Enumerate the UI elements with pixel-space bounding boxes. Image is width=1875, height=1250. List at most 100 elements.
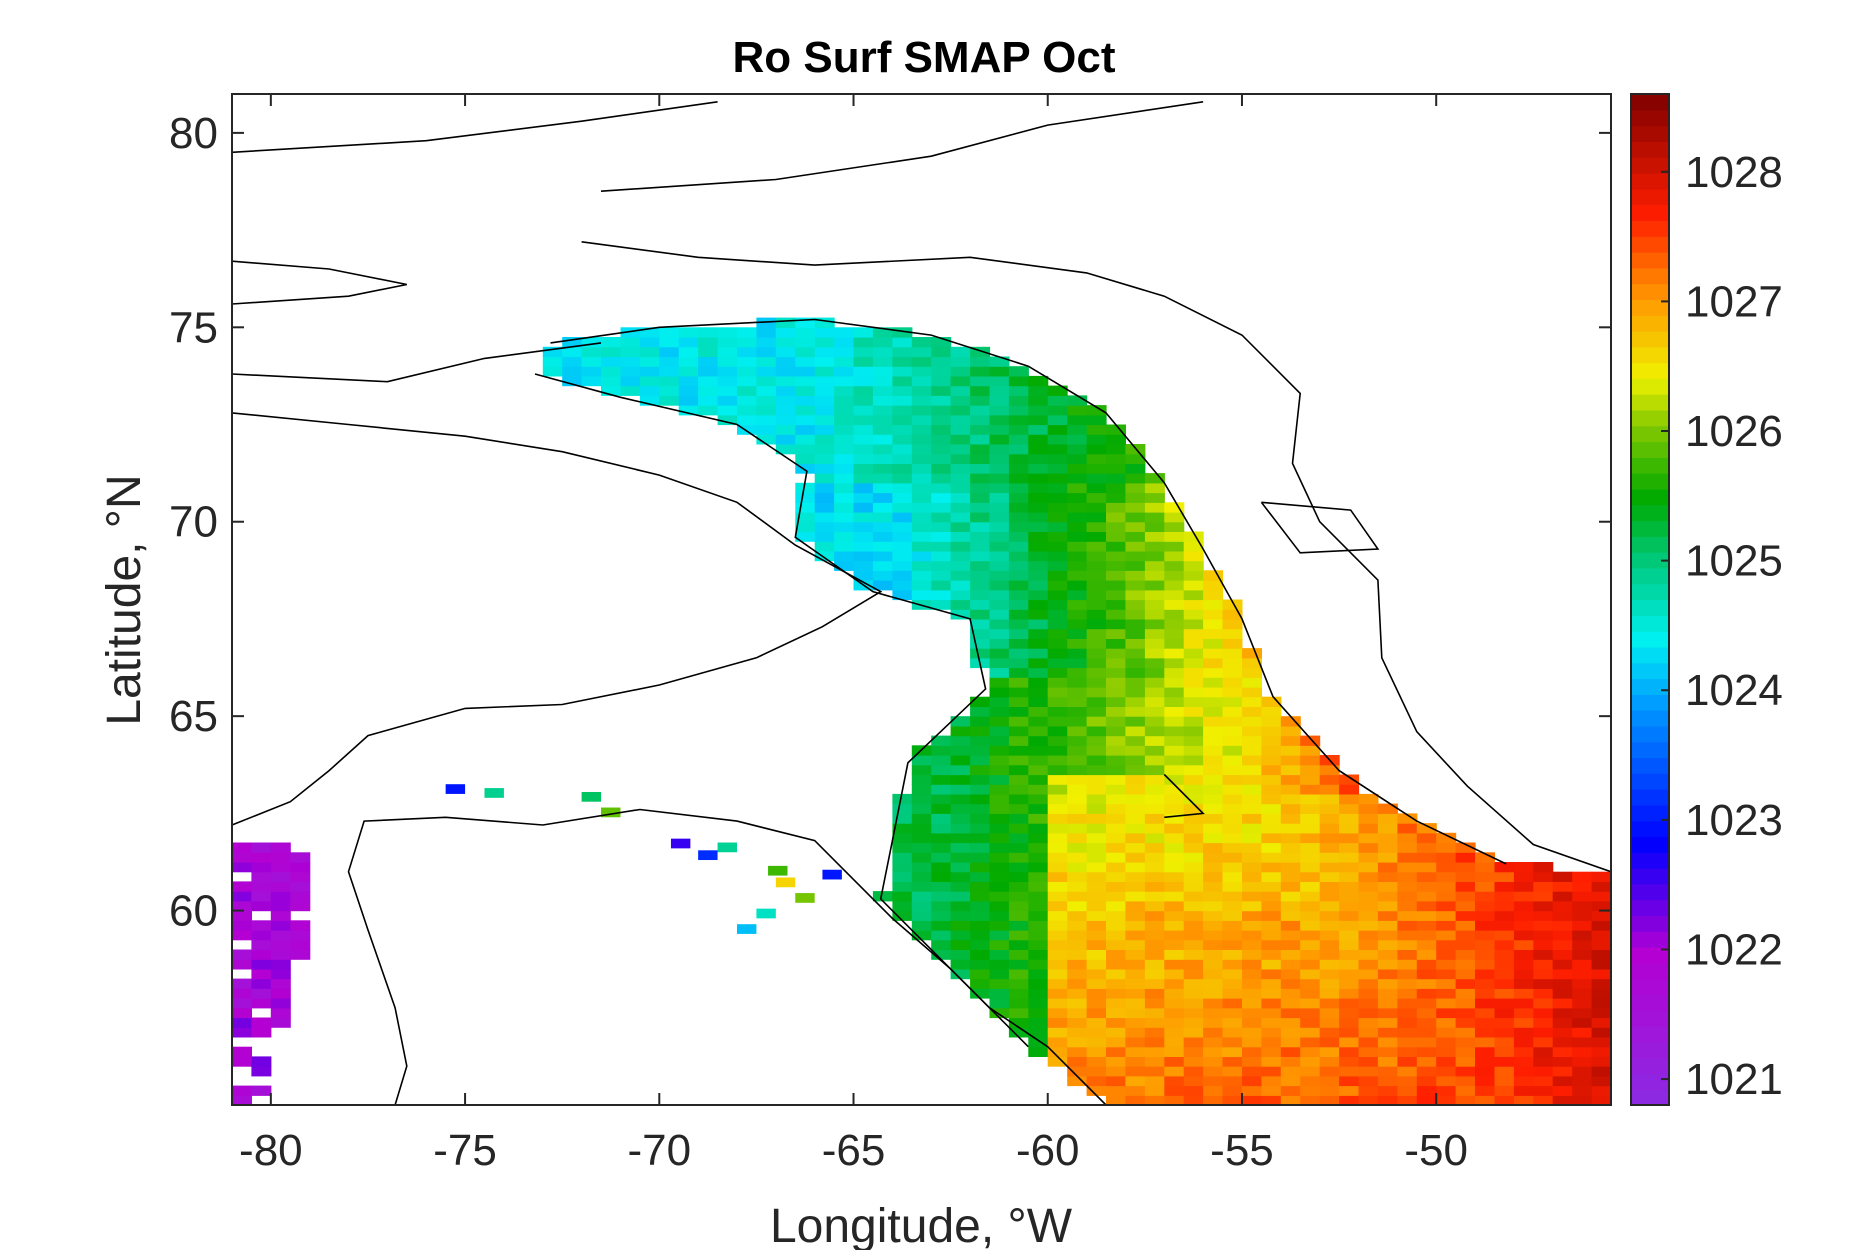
- salinity-cell: [1494, 891, 1515, 902]
- salinity-cell: [1513, 862, 1534, 873]
- salinity-cell: [1144, 959, 1165, 970]
- salinity-cell: [1455, 862, 1476, 873]
- salinity-cell: [892, 414, 913, 426]
- salinity-cell: [950, 385, 971, 396]
- salinity-cell: [1086, 599, 1107, 610]
- salinity-cell: [853, 492, 874, 503]
- salinity-cell: [814, 327, 835, 338]
- salinity-cell: [989, 998, 1010, 1009]
- salinity-cell: [1164, 1046, 1185, 1057]
- salinity-cell: [1397, 920, 1418, 931]
- salinity-cell: [1144, 784, 1165, 795]
- salinity-cell: [1377, 968, 1398, 980]
- salinity-cell: [1494, 910, 1515, 921]
- salinity-cell: [1436, 939, 1457, 950]
- salinity-cell: [989, 580, 1010, 591]
- salinity-cell: [1222, 832, 1243, 844]
- salinity-cell: [1280, 1027, 1301, 1038]
- salinity-cell: [1008, 502, 1029, 513]
- salinity-cell: [1552, 1037, 1573, 1048]
- salinity-cell: [1261, 696, 1282, 707]
- salinity-cell: [950, 968, 971, 980]
- salinity-cell: [1242, 657, 1262, 669]
- salinity-cell: [1203, 1095, 1224, 1105]
- salinity-cell: [1455, 900, 1476, 912]
- salinity-cell: [1028, 832, 1049, 844]
- salinity-cell: [1300, 939, 1321, 950]
- salinity-cell: [659, 337, 680, 348]
- salinity-cell: [1416, 1066, 1437, 1077]
- salinity-cell: [1183, 1066, 1204, 1077]
- salinity-cell: [737, 405, 757, 416]
- salinity-cell: [931, 891, 952, 902]
- salinity-cell: [1397, 930, 1418, 941]
- salinity-cell: [717, 385, 738, 396]
- salinity-cell: [1144, 609, 1165, 620]
- salinity-cell: [270, 842, 291, 853]
- salinity-cell: [1125, 453, 1146, 464]
- salinity-cell: [1242, 930, 1262, 941]
- salinity-cell: [1358, 1046, 1379, 1057]
- salinity-cell: [1164, 512, 1185, 523]
- salinity-cell: [1047, 852, 1068, 863]
- salinity-cell: [1008, 725, 1029, 737]
- salinity-cell: [1125, 541, 1146, 552]
- salinity-cell: [1475, 1046, 1495, 1057]
- salinity-cell: [872, 580, 893, 591]
- salinity-cell: [1494, 881, 1515, 892]
- salinity-cell: [1008, 891, 1029, 902]
- salinity-cell: [1183, 1037, 1204, 1048]
- salinity-cell: [950, 755, 971, 766]
- salinity-cell: [1106, 910, 1126, 921]
- salinity-cell: [1397, 988, 1418, 999]
- salinity-cell: [931, 852, 952, 863]
- salinity-cell: [232, 862, 252, 873]
- salinity-cell: [1475, 900, 1495, 912]
- salinity-cell: [1106, 1037, 1126, 1048]
- salinity-cell: [1280, 862, 1301, 873]
- salinity-cell: [1319, 968, 1340, 980]
- salinity-cell: [1203, 823, 1224, 834]
- salinity-cell: [1300, 1046, 1321, 1057]
- salinity-cell: [1591, 1037, 1611, 1048]
- salinity-cell: [251, 930, 272, 941]
- salinity-cell: [1125, 939, 1146, 950]
- salinity-cell: [775, 434, 796, 445]
- salinity-cell: [1242, 832, 1262, 844]
- salinity-cell: [1183, 725, 1204, 737]
- salinity-cell: [1280, 1037, 1301, 1048]
- salinity-cell: [911, 823, 932, 834]
- salinity-cell: [1300, 745, 1321, 756]
- salinity-cell: [1144, 968, 1165, 980]
- salinity-cell: [1106, 735, 1126, 746]
- salinity-cell: [1125, 667, 1146, 678]
- salinity-cell: [1144, 1017, 1165, 1028]
- salinity-cell: [1144, 589, 1165, 601]
- salinity-cell: [1125, 910, 1146, 921]
- salinity-cell: [1513, 959, 1534, 970]
- salinity-cell: [1377, 871, 1398, 882]
- colorbar-segment: [1631, 409, 1669, 427]
- salinity-cell: [1513, 881, 1534, 892]
- salinity-cell: [1008, 482, 1029, 494]
- salinity-cell: [1203, 959, 1224, 970]
- salinity-cell: [1047, 512, 1068, 523]
- salinity-cell: [970, 492, 991, 503]
- salinity-cell: [1047, 959, 1068, 970]
- salinity-cell: [251, 1066, 272, 1077]
- salinity-cell: [1067, 842, 1088, 853]
- salinity-cell: [698, 405, 719, 416]
- salinity-cell: [834, 424, 855, 435]
- salinity-cell: [737, 356, 757, 367]
- salinity-cell: [1047, 842, 1068, 853]
- salinity-cell: [1106, 813, 1126, 824]
- salinity-cell: [1067, 920, 1088, 931]
- salinity-cell: [1261, 793, 1282, 805]
- salinity-cell: [1358, 939, 1379, 950]
- salinity-cell: [950, 366, 971, 377]
- salinity-cell: [1552, 988, 1573, 999]
- salinity-cell: [1106, 755, 1126, 766]
- salinity-cell: [1144, 677, 1165, 688]
- salinity-cell: [1203, 978, 1224, 989]
- salinity-cell: [1047, 405, 1068, 416]
